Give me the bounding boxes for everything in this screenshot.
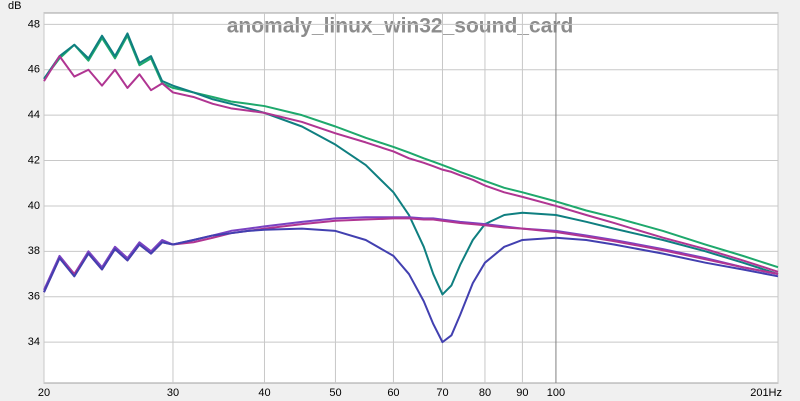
y-tick-label: 38 (28, 245, 40, 257)
y-axis-label: dB (8, 0, 21, 12)
plot-area (43, 12, 779, 384)
y-tick-label: 40 (28, 200, 40, 212)
series-line (43, 227, 779, 344)
y-tick-label: 36 (28, 291, 40, 303)
x-tick-label: 80 (479, 387, 491, 399)
x-tick-label: 50 (329, 387, 341, 399)
x-tick-label: 30 (167, 387, 179, 399)
y-tick-label: 48 (28, 18, 40, 30)
x-tick-label: 100 (547, 387, 565, 399)
y-tick-label: 34 (28, 336, 40, 348)
x-tick-label: 201Hz (750, 387, 782, 399)
x-tick-label: 60 (387, 387, 399, 399)
series-line (43, 32, 779, 296)
x-tick-label: 20 (38, 387, 50, 399)
x-tick-label: 70 (436, 387, 448, 399)
series-line (43, 216, 779, 291)
series-line (43, 55, 779, 273)
y-tick-label: 46 (28, 64, 40, 76)
x-tick-label: 40 (258, 387, 270, 399)
y-tick-label: 42 (28, 154, 40, 166)
x-tick-label: 90 (516, 387, 528, 399)
chart-title: anomaly_linux_win32_sound_card (227, 15, 574, 38)
y-tick-label: 44 (28, 109, 40, 121)
